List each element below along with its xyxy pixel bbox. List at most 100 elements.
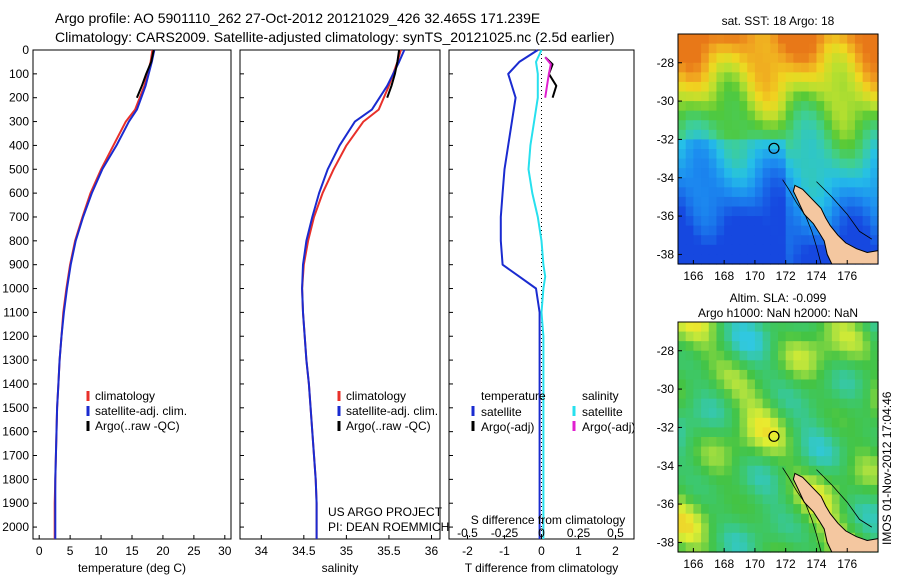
heat-cell — [685, 254, 694, 265]
heat-cell — [685, 322, 694, 333]
heat-cell — [739, 542, 748, 553]
heat-cell — [862, 350, 871, 361]
heat-cell — [824, 465, 833, 476]
heat-cell — [870, 389, 879, 400]
heat-cell — [693, 91, 702, 102]
heat-cell — [685, 523, 694, 534]
heat-cell — [770, 158, 779, 169]
heat-cell — [747, 494, 756, 505]
heat-cell — [785, 158, 794, 169]
heat-cell — [870, 62, 879, 73]
heat-cell — [724, 187, 733, 198]
heat-cell — [793, 235, 802, 246]
heat-cell — [801, 398, 810, 409]
heat-cell — [839, 504, 848, 515]
heat-cell — [801, 513, 810, 524]
heat-cell — [816, 446, 825, 457]
x-tick-label: 34.5 — [292, 544, 316, 558]
heat-cell — [785, 446, 794, 457]
heat-cell — [870, 177, 879, 188]
heat-cell — [731, 206, 741, 217]
heat-cell — [731, 513, 741, 524]
heat-cell — [716, 513, 725, 524]
heat-cell — [747, 523, 756, 534]
heat-cell — [870, 110, 879, 121]
heat-cell — [678, 120, 687, 131]
heat-cell — [862, 513, 871, 524]
y-tick-label: 500 — [9, 162, 29, 176]
heat-cell — [747, 196, 756, 208]
heat-cell — [747, 322, 756, 333]
x-tick-label: 0 — [36, 544, 43, 558]
heat-cell — [693, 53, 702, 64]
heat-cell — [708, 72, 718, 83]
heat-cell — [824, 168, 833, 179]
heat-cell — [731, 475, 741, 486]
heat-cell — [862, 139, 871, 150]
x-tick-label: 176 — [837, 269, 857, 283]
heat-cell — [708, 389, 718, 400]
heat-cell — [870, 408, 879, 419]
heat-cell — [801, 139, 810, 150]
heat-cell — [831, 158, 841, 169]
x-tick-label: 35.5 — [377, 544, 401, 558]
heat-cell — [716, 532, 725, 544]
heat-cell — [739, 427, 748, 438]
heat-cell — [724, 244, 733, 256]
heat-cell — [762, 542, 771, 553]
heat-cell — [731, 196, 741, 208]
heat-cell — [778, 465, 787, 476]
heat-cell — [862, 465, 871, 476]
heat-cell — [693, 523, 702, 534]
heat-cell — [701, 484, 710, 496]
heat-cell — [801, 235, 810, 246]
heat-cell — [754, 360, 764, 371]
heat-cell — [731, 398, 741, 409]
heat-cell — [754, 369, 764, 381]
heat-cell — [716, 101, 725, 112]
heat-cell — [831, 379, 841, 390]
heat-cell — [724, 72, 733, 83]
heat-cell — [685, 120, 694, 131]
heat-cell — [708, 196, 718, 208]
heat-cell — [770, 475, 779, 486]
heat-cell — [678, 475, 687, 486]
heat-cell — [716, 110, 725, 121]
heat-cell — [862, 446, 871, 457]
heat-cell — [762, 177, 771, 188]
heat-cell — [808, 532, 818, 544]
heat-cell — [816, 427, 825, 438]
heat-cell — [708, 149, 718, 160]
y-tick-label: 0 — [22, 43, 29, 57]
heat-cell — [685, 225, 694, 236]
heat-cell — [724, 369, 733, 381]
imos-timestamp: IMOS 01-Nov-2012 17:04:46 — [880, 391, 894, 545]
heat-cell — [731, 494, 741, 505]
heat-cell — [693, 177, 702, 188]
heat-cell — [693, 398, 702, 409]
heat-cell — [870, 235, 879, 246]
heat-cell — [762, 216, 771, 227]
legend-label-climatology: climatology — [95, 389, 155, 403]
x-tick-label: 174 — [806, 269, 826, 283]
heat-cell — [862, 43, 871, 54]
heat-cell — [870, 120, 879, 131]
heat-cell — [862, 408, 871, 419]
heat-cell — [839, 81, 848, 93]
heat-cell — [701, 177, 710, 188]
heat-cell — [801, 446, 810, 457]
heat-cell — [793, 91, 802, 102]
heat-cell — [854, 72, 864, 83]
heat-cell — [678, 465, 687, 476]
heat-cell — [693, 225, 702, 236]
heat-cell — [824, 149, 833, 160]
heat-cell — [793, 43, 802, 54]
heat-cell — [731, 360, 741, 371]
heat-cell — [870, 53, 879, 64]
heat-cell — [762, 456, 771, 467]
heat-cell — [778, 158, 787, 169]
heat-cell — [770, 322, 779, 333]
heat-cell — [839, 456, 848, 467]
x-tick-label: -2 — [462, 544, 473, 558]
heat-cell — [824, 322, 833, 333]
